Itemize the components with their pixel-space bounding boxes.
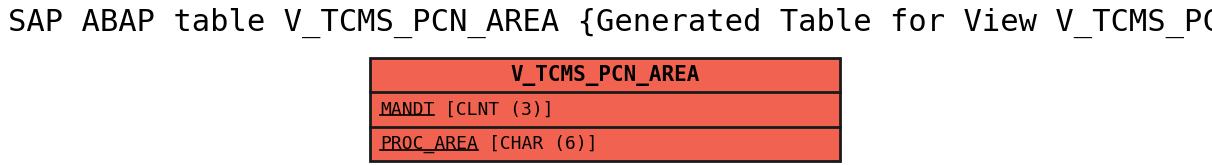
Text: [CHAR (6)]: [CHAR (6)] [478, 135, 598, 153]
Text: [CLNT (3)]: [CLNT (3)] [434, 100, 554, 118]
Bar [370, 58, 840, 161]
Text: V_TCMS_PCN_AREA: V_TCMS_PCN_AREA [510, 65, 699, 86]
Text: SAP ABAP table V_TCMS_PCN_AREA {Generated Table for View V_TCMS_PCN_AREA}: SAP ABAP table V_TCMS_PCN_AREA {Generate… [8, 8, 1212, 38]
Text: MANDT: MANDT [381, 100, 434, 118]
Text: PROC_AREA: PROC_AREA [381, 135, 478, 153]
